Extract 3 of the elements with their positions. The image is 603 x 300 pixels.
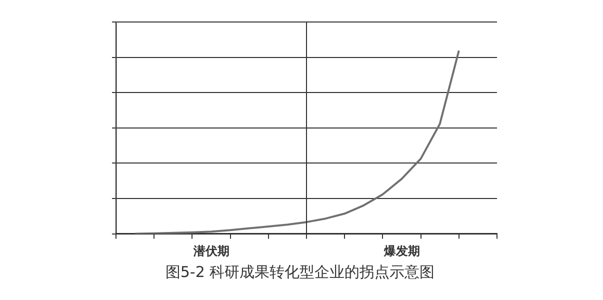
caption: 图5-2 科研成果转化型企业的拐点示意图 xyxy=(165,262,435,281)
text: 潜伏期 xyxy=(192,244,230,258)
text: 爆发期 xyxy=(382,244,420,258)
